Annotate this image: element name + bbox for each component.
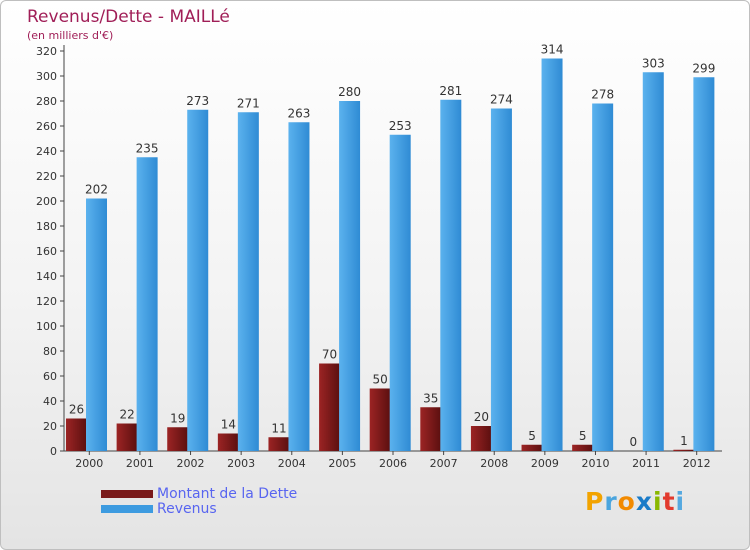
y-tick-label: 220	[36, 170, 57, 183]
x-tick-label: 2009	[531, 457, 559, 470]
bar-revenus	[642, 72, 664, 451]
data-label-dette: 22	[119, 408, 134, 422]
bar-revenus	[592, 103, 614, 451]
x-tick-label: 2006	[379, 457, 407, 470]
y-tick-label: 240	[36, 145, 57, 158]
data-label-dette: 19	[170, 411, 185, 425]
y-tick-label: 300	[36, 70, 57, 83]
data-label-dette: 26	[69, 403, 84, 417]
chart-subtitle: (en milliers d'€)	[27, 29, 114, 42]
bar-revenus	[288, 122, 310, 451]
data-label-revenus: 280	[338, 85, 361, 99]
proxiti-logo: Proxiti	[585, 487, 685, 516]
data-label-dette: 20	[474, 410, 489, 424]
data-label-dette: 11	[271, 421, 286, 435]
x-tick-label: 2012	[683, 457, 711, 470]
y-tick-label: 280	[36, 95, 57, 108]
x-tick-label: 2007	[430, 457, 458, 470]
bar-revenus	[693, 77, 715, 451]
legend-swatch-dette	[101, 490, 153, 498]
bar-revenus	[86, 198, 107, 451]
bar-revenus	[541, 58, 563, 451]
data-label-revenus: 299	[692, 61, 715, 75]
y-tick-label: 20	[43, 420, 57, 433]
logo-letter: P	[585, 487, 605, 516]
x-tick-label: 2003	[227, 457, 255, 470]
data-label-dette: 50	[373, 373, 388, 387]
logo-letter: i	[675, 487, 686, 516]
y-tick-label: 0	[50, 445, 57, 458]
x-tick-label: 2000	[75, 457, 103, 470]
bar-revenus	[389, 134, 411, 451]
bar-dette	[673, 449, 695, 451]
data-label-revenus: 202	[85, 183, 108, 197]
data-label-revenus: 281	[439, 84, 462, 98]
data-label-dette: 0	[629, 435, 637, 449]
bar-revenus	[339, 101, 361, 451]
y-tick-label: 60	[43, 370, 57, 383]
data-label-revenus: 278	[591, 88, 614, 102]
y-tick-label: 120	[36, 295, 57, 308]
x-tick-label: 2004	[278, 457, 306, 470]
x-tick-label: 2002	[177, 457, 205, 470]
data-label-revenus: 274	[490, 93, 513, 107]
x-tick-label: 2005	[328, 457, 356, 470]
logo-letter: t	[662, 487, 676, 516]
logo-letter: x	[635, 487, 653, 516]
data-label-revenus: 271	[237, 96, 260, 110]
data-label-revenus: 235	[136, 141, 159, 155]
chart-title: Revenus/Dette - MAILLé	[27, 7, 230, 27]
bar-dette	[420, 407, 442, 451]
bar-dette	[217, 433, 239, 451]
x-tick-label: 2011	[632, 457, 660, 470]
y-tick-label: 260	[36, 120, 57, 133]
y-tick-label: 180	[36, 220, 57, 233]
bar-dette	[66, 418, 87, 451]
data-label-revenus: 314	[541, 43, 564, 57]
bar-chart: 0204060801001201401601802002202402602803…	[36, 43, 722, 470]
legend-label-revenus: Revenus	[157, 501, 217, 517]
y-tick-label: 140	[36, 270, 57, 283]
data-label-dette: 5	[579, 429, 587, 443]
legend-swatch-revenus	[101, 505, 153, 513]
data-label-dette: 70	[322, 348, 337, 362]
y-tick-label: 320	[36, 45, 57, 58]
bar-dette	[521, 444, 543, 451]
logo-letter: r	[604, 487, 618, 516]
x-tick-label: 2001	[126, 457, 154, 470]
bar-revenus	[237, 112, 259, 451]
data-label-dette: 14	[221, 418, 236, 432]
bar-dette	[572, 444, 594, 451]
bar-dette	[369, 388, 391, 451]
bar-dette	[268, 437, 290, 451]
data-label-revenus: 273	[186, 94, 209, 108]
bar-revenus	[490, 108, 512, 451]
bar-dette	[470, 426, 492, 451]
data-label-dette: 1	[680, 434, 688, 448]
bar-dette	[167, 427, 189, 451]
bar-revenus	[187, 109, 209, 451]
data-label-revenus: 303	[642, 56, 665, 70]
y-tick-label: 100	[36, 320, 57, 333]
bar-revenus	[440, 99, 462, 451]
logo-letter: i	[653, 487, 663, 516]
bar-revenus	[136, 157, 158, 451]
x-tick-label: 2010	[581, 457, 609, 470]
data-label-dette: 35	[423, 391, 438, 405]
logo-letter: o	[617, 487, 636, 516]
legend-label-dette: Montant de la Dette	[157, 486, 298, 502]
y-tick-label: 40	[43, 395, 57, 408]
bar-dette	[116, 423, 138, 451]
y-tick-label: 200	[36, 195, 57, 208]
data-label-revenus: 253	[389, 119, 412, 133]
y-tick-label: 160	[36, 245, 57, 258]
y-tick-label: 80	[43, 345, 57, 358]
bar-dette	[319, 363, 341, 451]
data-label-revenus: 263	[288, 106, 311, 120]
data-label-dette: 5	[528, 429, 536, 443]
x-tick-label: 2008	[480, 457, 508, 470]
